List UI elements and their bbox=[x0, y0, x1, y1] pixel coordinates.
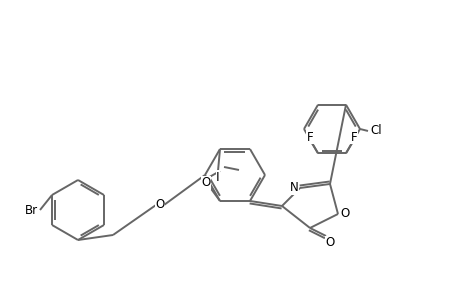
Text: N: N bbox=[289, 182, 298, 194]
Text: I: I bbox=[216, 170, 219, 184]
Text: O: O bbox=[340, 208, 349, 220]
Text: O: O bbox=[155, 199, 164, 212]
Text: Br: Br bbox=[25, 203, 38, 217]
Text: Cl: Cl bbox=[369, 124, 381, 137]
Text: O: O bbox=[325, 236, 334, 250]
Text: F: F bbox=[350, 131, 357, 144]
Text: F: F bbox=[306, 131, 313, 144]
Text: O: O bbox=[201, 176, 210, 190]
